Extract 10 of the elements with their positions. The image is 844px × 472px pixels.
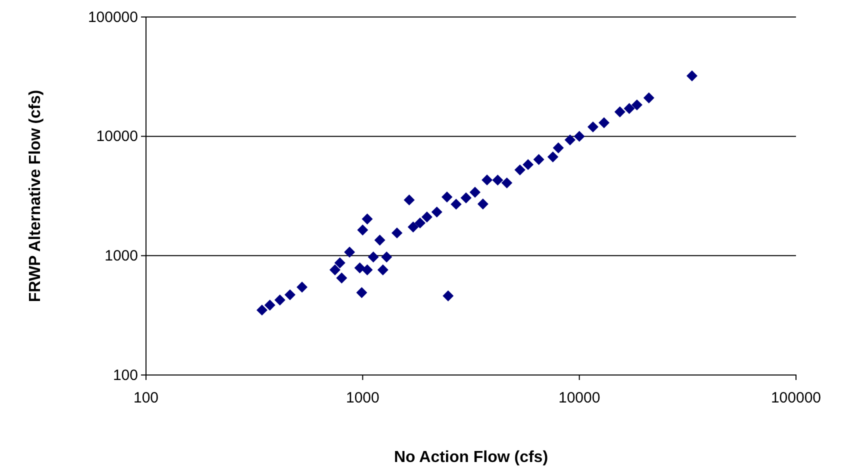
y-tick-label: 100000 bbox=[88, 8, 138, 26]
x-tick-label: 100 bbox=[133, 390, 159, 406]
x-tick-label: 10000 bbox=[558, 390, 600, 406]
y-axis-title: FRWP Alternative Flow (cfs) bbox=[27, 90, 44, 302]
y-tick-label: 10000 bbox=[96, 128, 138, 146]
x-axis-title: No Action Flow (cfs) bbox=[394, 449, 548, 466]
x-tick-label: 100000 bbox=[770, 390, 822, 406]
y-tick-label: 1000 bbox=[104, 247, 138, 264]
y-tick-label: 100 bbox=[112, 366, 138, 384]
x-tick-label: 1000 bbox=[346, 390, 380, 406]
